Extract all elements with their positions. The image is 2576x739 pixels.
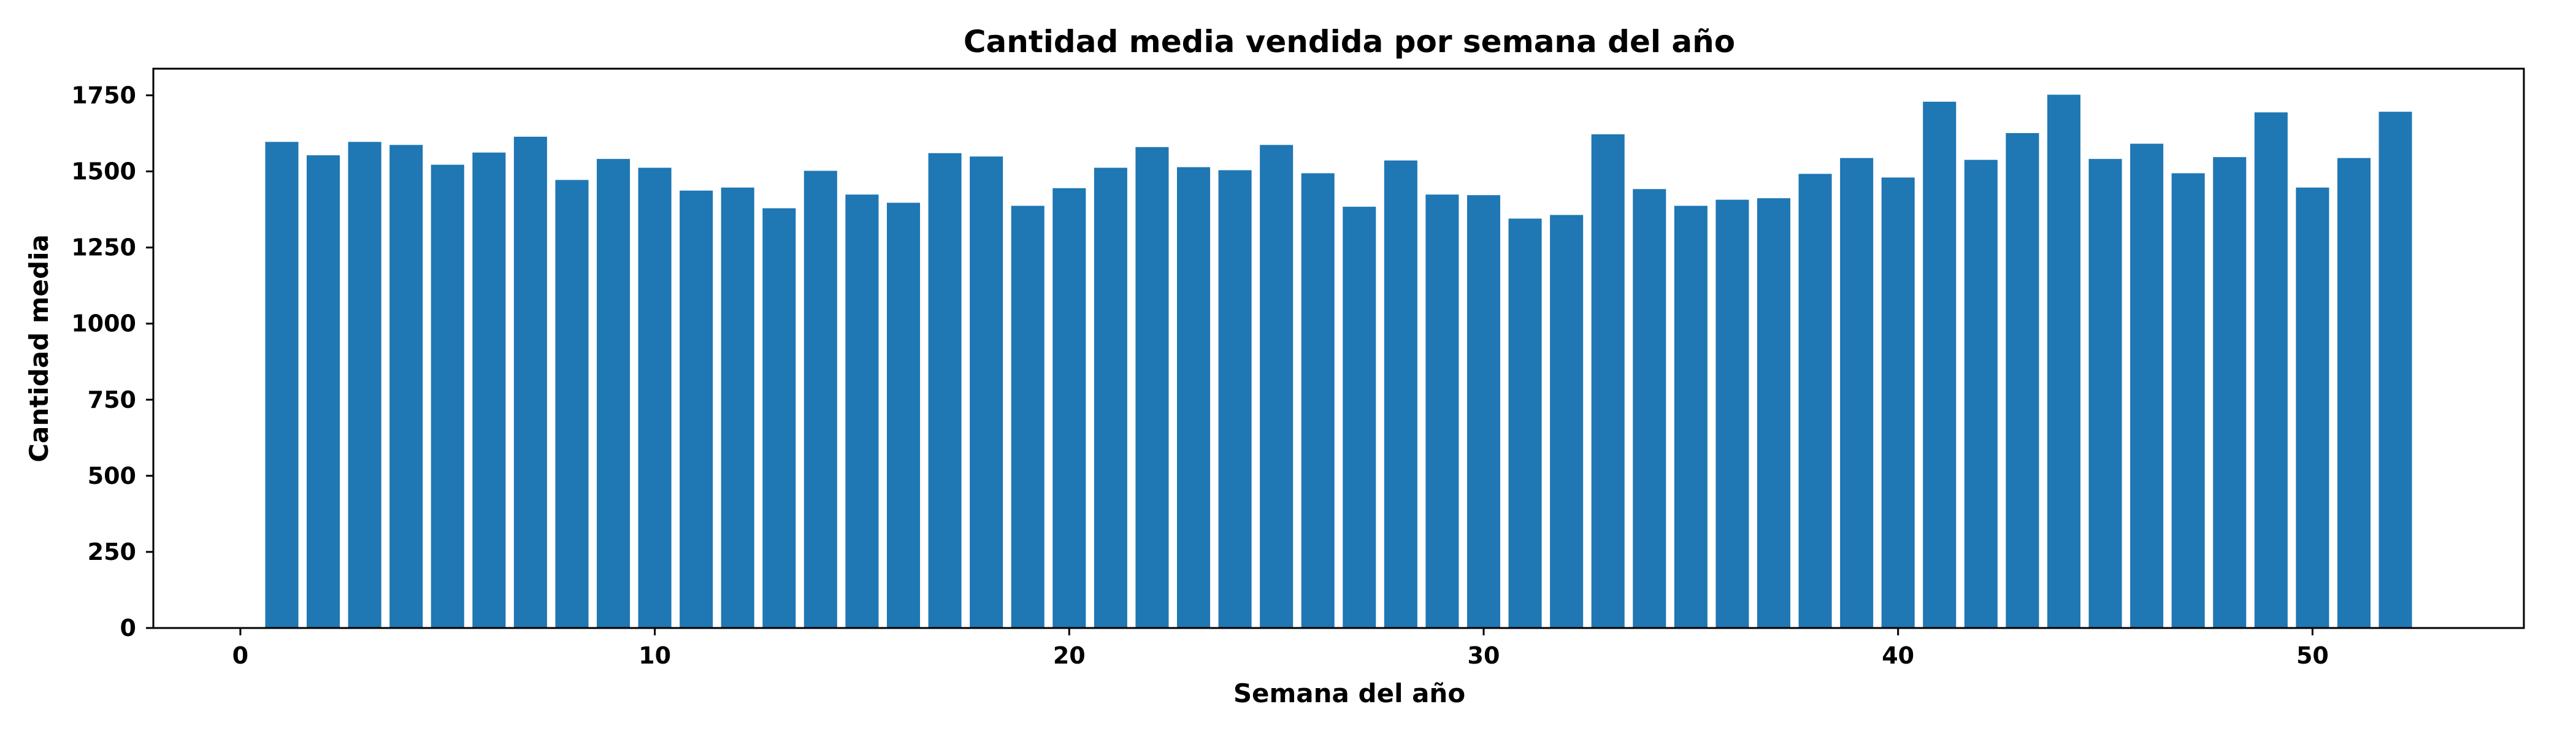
x-axis-ticks: 0 10 20 30 40 50 xyxy=(232,628,2329,669)
bar-week-38 xyxy=(1798,174,1832,628)
bar-week-37 xyxy=(1757,198,1791,628)
bar-week-46 xyxy=(2130,144,2164,628)
bar-week-36 xyxy=(1715,199,1749,628)
bar-week-16 xyxy=(886,202,921,628)
x-tick-label: 50 xyxy=(2296,642,2329,669)
x-tick-label: 0 xyxy=(232,642,248,669)
bar-week-44 xyxy=(2047,94,2081,628)
bar-week-10 xyxy=(638,167,672,628)
y-tick-label: 1750 xyxy=(71,82,136,109)
bars-group xyxy=(265,94,2412,629)
y-tick-label: 750 xyxy=(88,386,136,413)
bar-week-45 xyxy=(2088,159,2122,628)
bar-week-7 xyxy=(513,136,547,629)
bar-week-23 xyxy=(1176,167,1211,628)
y-tick-label: 1250 xyxy=(71,234,136,261)
bar-week-49 xyxy=(2254,112,2288,629)
bar-week-6 xyxy=(472,152,506,628)
bar-week-27 xyxy=(1343,207,1376,628)
bar-week-20 xyxy=(1052,188,1086,628)
bar-week-48 xyxy=(2213,157,2247,628)
x-tick-label: 20 xyxy=(1053,642,1086,669)
y-tick-label: 250 xyxy=(88,538,136,565)
bar-week-14 xyxy=(803,170,837,628)
bar-week-25 xyxy=(1260,145,1294,628)
bar-week-29 xyxy=(1425,194,1459,628)
x-tick-label: 10 xyxy=(638,642,671,669)
bar-week-9 xyxy=(596,159,631,628)
y-axis-label: Cantidad media xyxy=(24,234,54,462)
bar-week-30 xyxy=(1466,195,1501,629)
bar-week-15 xyxy=(845,194,879,628)
bar-week-35 xyxy=(1674,205,1708,628)
bar-week-22 xyxy=(1135,147,1169,628)
x-axis-label: Semana del año xyxy=(1233,678,1465,708)
bar-week-19 xyxy=(1011,205,1045,628)
bar-week-8 xyxy=(555,180,589,628)
bar-week-21 xyxy=(1094,167,1127,628)
y-tick-label: 500 xyxy=(88,462,136,489)
bar-week-52 xyxy=(2379,112,2412,628)
bar-week-3 xyxy=(348,142,381,629)
bar-week-11 xyxy=(680,190,713,628)
bar-week-33 xyxy=(1591,134,1625,628)
y-axis-ticks: 0 250 500 750 1000 1250 1500 1750 xyxy=(71,82,153,641)
bar-week-24 xyxy=(1218,170,1252,628)
x-tick-label: 30 xyxy=(1468,642,1500,669)
bar-week-2 xyxy=(307,155,340,628)
bar-week-43 xyxy=(2006,132,2039,628)
y-tick-label: 1000 xyxy=(71,310,136,337)
bar-week-12 xyxy=(721,187,754,628)
plot-frame xyxy=(152,67,2525,629)
bar-week-17 xyxy=(928,153,962,629)
bar-week-51 xyxy=(2337,158,2371,628)
bar-week-34 xyxy=(1633,189,1666,629)
bar-week-39 xyxy=(1840,158,1874,628)
bar-week-42 xyxy=(1964,159,1998,629)
bar-week-28 xyxy=(1384,160,1417,628)
bar-week-4 xyxy=(389,145,423,628)
bar-week-50 xyxy=(2296,187,2329,628)
bar-week-18 xyxy=(970,156,1003,629)
bar-week-26 xyxy=(1301,173,1335,628)
y-tick-label: 1500 xyxy=(71,158,136,185)
bar-week-31 xyxy=(1508,218,1542,629)
bar-week-13 xyxy=(762,208,796,629)
bar-week-1 xyxy=(265,142,299,629)
chart-title: Cantidad media vendida por semana del añ… xyxy=(964,24,1735,59)
x-tick-label: 40 xyxy=(1882,642,1914,669)
bar-week-41 xyxy=(1923,101,1957,628)
bar-week-32 xyxy=(1550,215,1584,629)
y-tick-label: 0 xyxy=(120,615,136,641)
bar-week-5 xyxy=(431,164,464,628)
bar-week-47 xyxy=(2171,173,2205,628)
bar-week-40 xyxy=(1881,177,1915,628)
